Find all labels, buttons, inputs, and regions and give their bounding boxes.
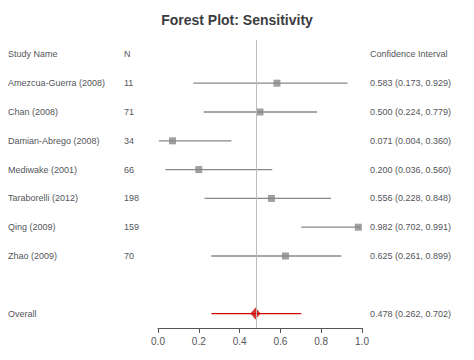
svg-text:Qing (2009): Qing (2009) — [8, 222, 56, 232]
svg-text:70: 70 — [124, 251, 134, 261]
svg-text:Chan (2008): Chan (2008) — [8, 107, 58, 117]
svg-text:0.583 (0.173, 0.929): 0.583 (0.173, 0.929) — [370, 78, 451, 88]
svg-text:0.625 (0.261, 0.899): 0.625 (0.261, 0.899) — [370, 251, 451, 261]
svg-text:0.478 (0.262, 0.702): 0.478 (0.262, 0.702) — [370, 309, 451, 319]
svg-text:Confidence Interval: Confidence Interval — [370, 49, 448, 59]
svg-text:Amezcua-Guerra (2008): Amezcua-Guerra (2008) — [8, 78, 105, 88]
svg-text:0.982 (0.702, 0.991): 0.982 (0.702, 0.991) — [370, 222, 451, 232]
svg-text:11: 11 — [124, 78, 133, 88]
svg-text:0.500 (0.224, 0.779): 0.500 (0.224, 0.779) — [370, 107, 451, 117]
svg-text:71: 71 — [124, 107, 134, 117]
svg-text:0.8: 0.8 — [314, 336, 328, 347]
svg-text:0.200 (0.036, 0.560): 0.200 (0.036, 0.560) — [370, 165, 451, 175]
svg-text:Zhao (2009): Zhao (2009) — [8, 251, 57, 261]
svg-text:Study Name: Study Name — [8, 49, 58, 59]
svg-text:Mediwake (2001): Mediwake (2001) — [8, 165, 77, 175]
svg-text:159: 159 — [124, 222, 139, 232]
svg-text:0.0: 0.0 — [151, 336, 165, 347]
svg-text:0.556 (0.228, 0.848): 0.556 (0.228, 0.848) — [370, 193, 451, 203]
svg-text:0.071 (0.004, 0.360): 0.071 (0.004, 0.360) — [370, 136, 451, 146]
svg-text:Damian-Abrego (2008): Damian-Abrego (2008) — [8, 136, 100, 146]
svg-text:N: N — [124, 49, 131, 59]
svg-text:198: 198 — [124, 193, 139, 203]
svg-text:66: 66 — [124, 165, 134, 175]
svg-text:0.6: 0.6 — [273, 336, 287, 347]
svg-text:Overall: Overall — [8, 309, 37, 319]
svg-text:Taraborelli (2012): Taraborelli (2012) — [8, 193, 78, 203]
svg-text:0.4: 0.4 — [233, 336, 247, 347]
svg-text:Forest Plot: Sensitivity: Forest Plot: Sensitivity — [161, 12, 313, 28]
svg-text:1.0: 1.0 — [355, 336, 369, 347]
svg-text:0.2: 0.2 — [192, 336, 206, 347]
svg-text:34: 34 — [124, 136, 134, 146]
